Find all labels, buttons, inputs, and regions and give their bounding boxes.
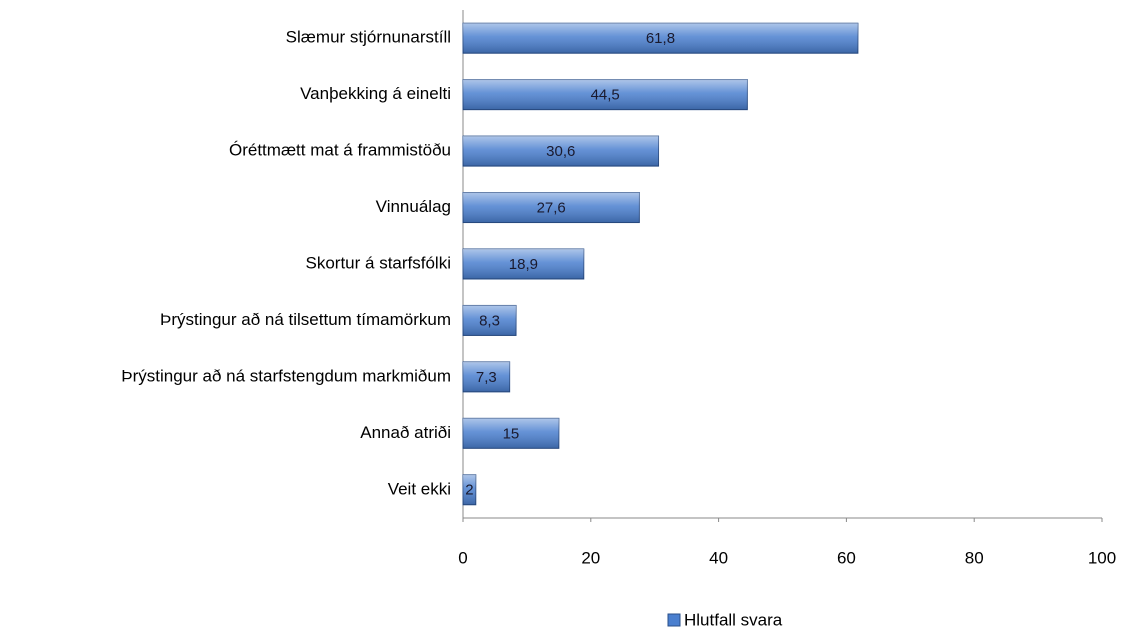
y-tick-label: Slæmur stjórnunarstíll	[286, 28, 451, 47]
y-tick-label: Veit ekki	[388, 479, 451, 498]
legend-label: Hlutfall svara	[684, 610, 783, 629]
y-tick-label: Þrýstingur að ná starfstengdum markmiðum	[121, 366, 451, 385]
x-tick-label: 0	[458, 548, 467, 567]
bar-highlight	[463, 418, 559, 449]
bar-highlight	[463, 361, 510, 392]
bar-highlight	[463, 474, 476, 505]
y-tick-label: Vanþekking á einelti	[300, 84, 451, 103]
value-label: 44,5	[591, 87, 620, 104]
x-tick-label: 60	[837, 548, 856, 567]
bar-highlight	[463, 305, 517, 336]
x-tick-label: 100	[1088, 548, 1116, 567]
y-tick-label: Þrýstingur að ná tilsettum tímamörkum	[160, 310, 451, 329]
value-label: 61,8	[646, 30, 675, 47]
x-tick-label: 80	[965, 548, 984, 567]
value-label: 7,3	[476, 369, 497, 386]
y-tick-label: Annað atriði	[360, 423, 451, 442]
y-tick-label: Skortur á starfsfólki	[306, 253, 452, 272]
bar-highlight	[463, 23, 858, 54]
legend-swatch	[667, 613, 681, 627]
bar-highlight	[463, 136, 659, 167]
y-tick-label: Óréttmætt mat á frammistöðu	[229, 141, 451, 160]
value-label: 15	[503, 425, 520, 442]
x-tick-label: 20	[581, 548, 600, 567]
y-tick-label: Vinnuálag	[376, 197, 451, 216]
value-label: 8,3	[479, 312, 500, 329]
value-label: 30,6	[546, 143, 575, 160]
value-label: 18,9	[509, 256, 538, 273]
value-label: 27,6	[537, 200, 566, 217]
bar-highlight	[463, 249, 584, 279]
bar-highlight	[463, 79, 748, 110]
bar-highlight	[463, 192, 640, 223]
x-tick-label: 40	[709, 548, 728, 567]
value-label: 2	[465, 482, 473, 499]
